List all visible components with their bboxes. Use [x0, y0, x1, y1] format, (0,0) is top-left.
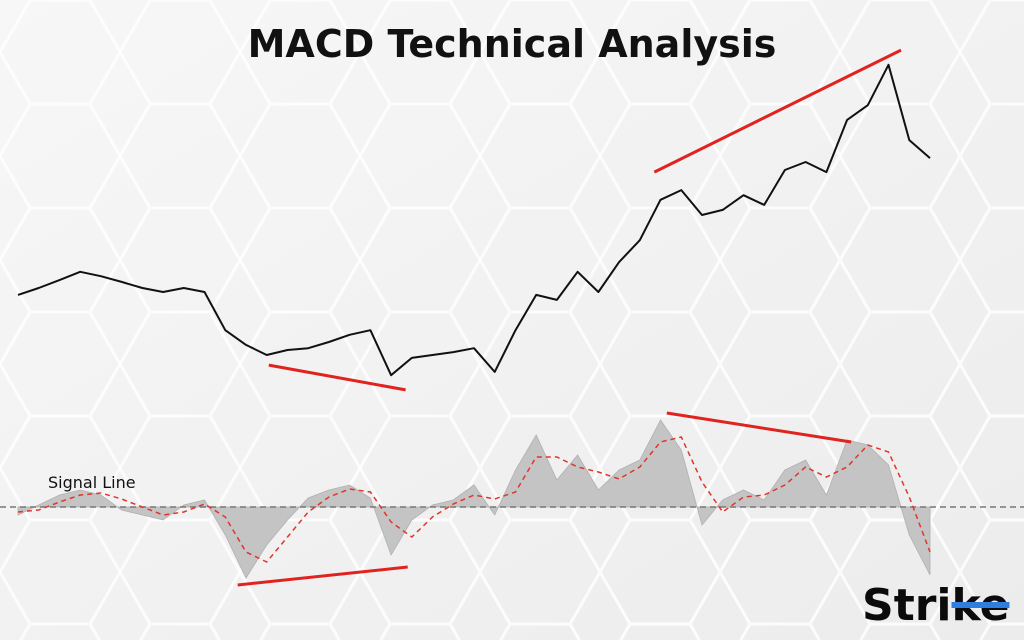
divergence-line: [268, 363, 406, 392]
signal-line-label: Signal Line: [48, 473, 136, 492]
brand-underline: [951, 602, 1010, 608]
macd-histogram-area: [17, 419, 931, 579]
price-line: [17, 63, 931, 377]
divergence-line: [666, 411, 852, 444]
divergence-line: [237, 565, 408, 587]
chart-title: MACD Technical Analysis: [248, 22, 777, 66]
divergence-line: [653, 48, 902, 174]
